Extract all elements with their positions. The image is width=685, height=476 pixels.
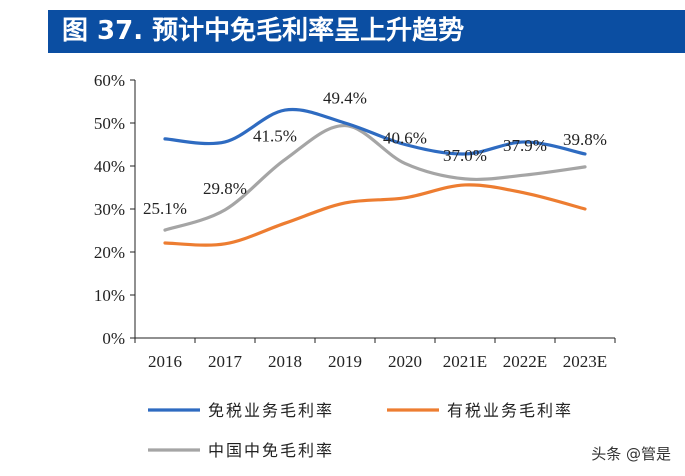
data-label: 37.9% — [503, 136, 547, 155]
data-label: 25.1% — [143, 199, 187, 218]
y-tick-label: 40% — [94, 157, 125, 176]
figure-title: 图 37. 预计中免毛利率呈上升趋势 — [48, 10, 685, 53]
data-label: 49.4% — [323, 89, 367, 108]
watermark: 头条 @管是 — [591, 445, 671, 463]
y-tick-label: 30% — [94, 200, 125, 219]
legend-label: 免税业务毛利率 — [208, 401, 334, 420]
series-line-1 — [163, 107, 587, 156]
data-label: 39.8% — [563, 130, 607, 149]
x-tick-label: 2020 — [388, 352, 422, 371]
x-tick-label: 2021E — [443, 352, 487, 371]
data-label: 37.0% — [443, 146, 487, 165]
legend-label: 有税业务毛利率 — [447, 401, 573, 420]
y-tick-label: 60% — [94, 71, 125, 90]
x-tick-label: 2016 — [148, 352, 182, 371]
legend-label: 中国中免毛利率 — [208, 441, 334, 460]
data-label: 29.8% — [203, 179, 247, 198]
x-tick-label: 2018 — [268, 352, 302, 371]
x-tick-label: 2017 — [208, 352, 243, 371]
y-tick-label: 50% — [94, 114, 125, 133]
y-tick-label: 20% — [94, 243, 125, 262]
x-tick-label: 2022E — [503, 352, 547, 371]
data-label: 41.5% — [253, 127, 297, 146]
x-tick-label: 2023E — [563, 352, 607, 371]
y-tick-label: 0% — [102, 329, 125, 348]
series-line-2 — [163, 183, 587, 247]
x-tick-label: 2019 — [328, 352, 362, 371]
data-label: 40.6% — [383, 128, 427, 147]
y-tick-label: 10% — [94, 286, 125, 305]
series-line-3 — [163, 123, 587, 232]
